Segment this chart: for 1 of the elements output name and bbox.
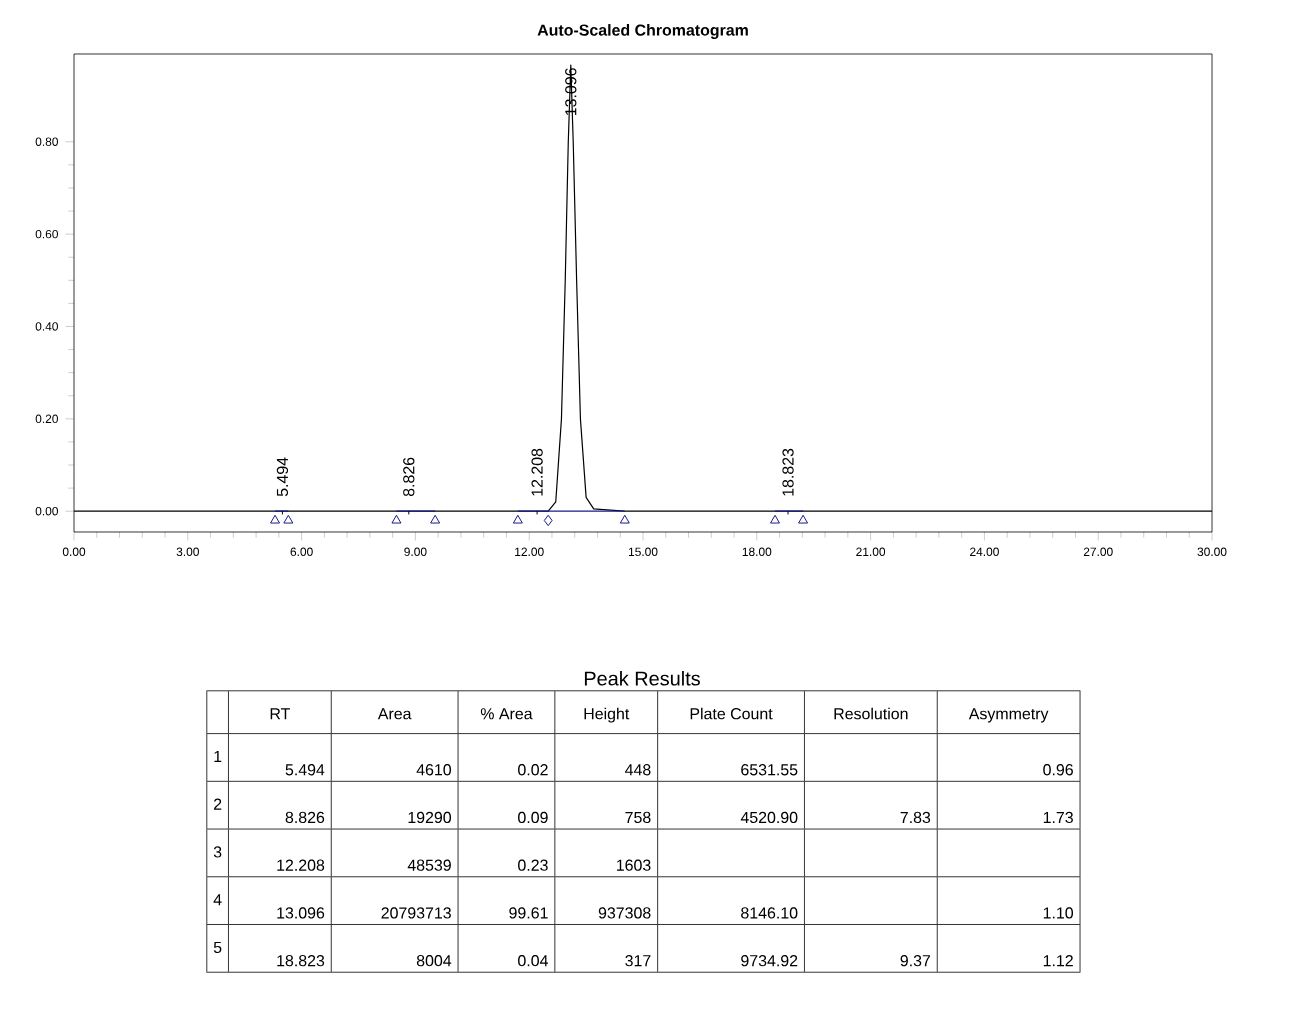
text: Peak Results <box>584 670 700 686</box>
